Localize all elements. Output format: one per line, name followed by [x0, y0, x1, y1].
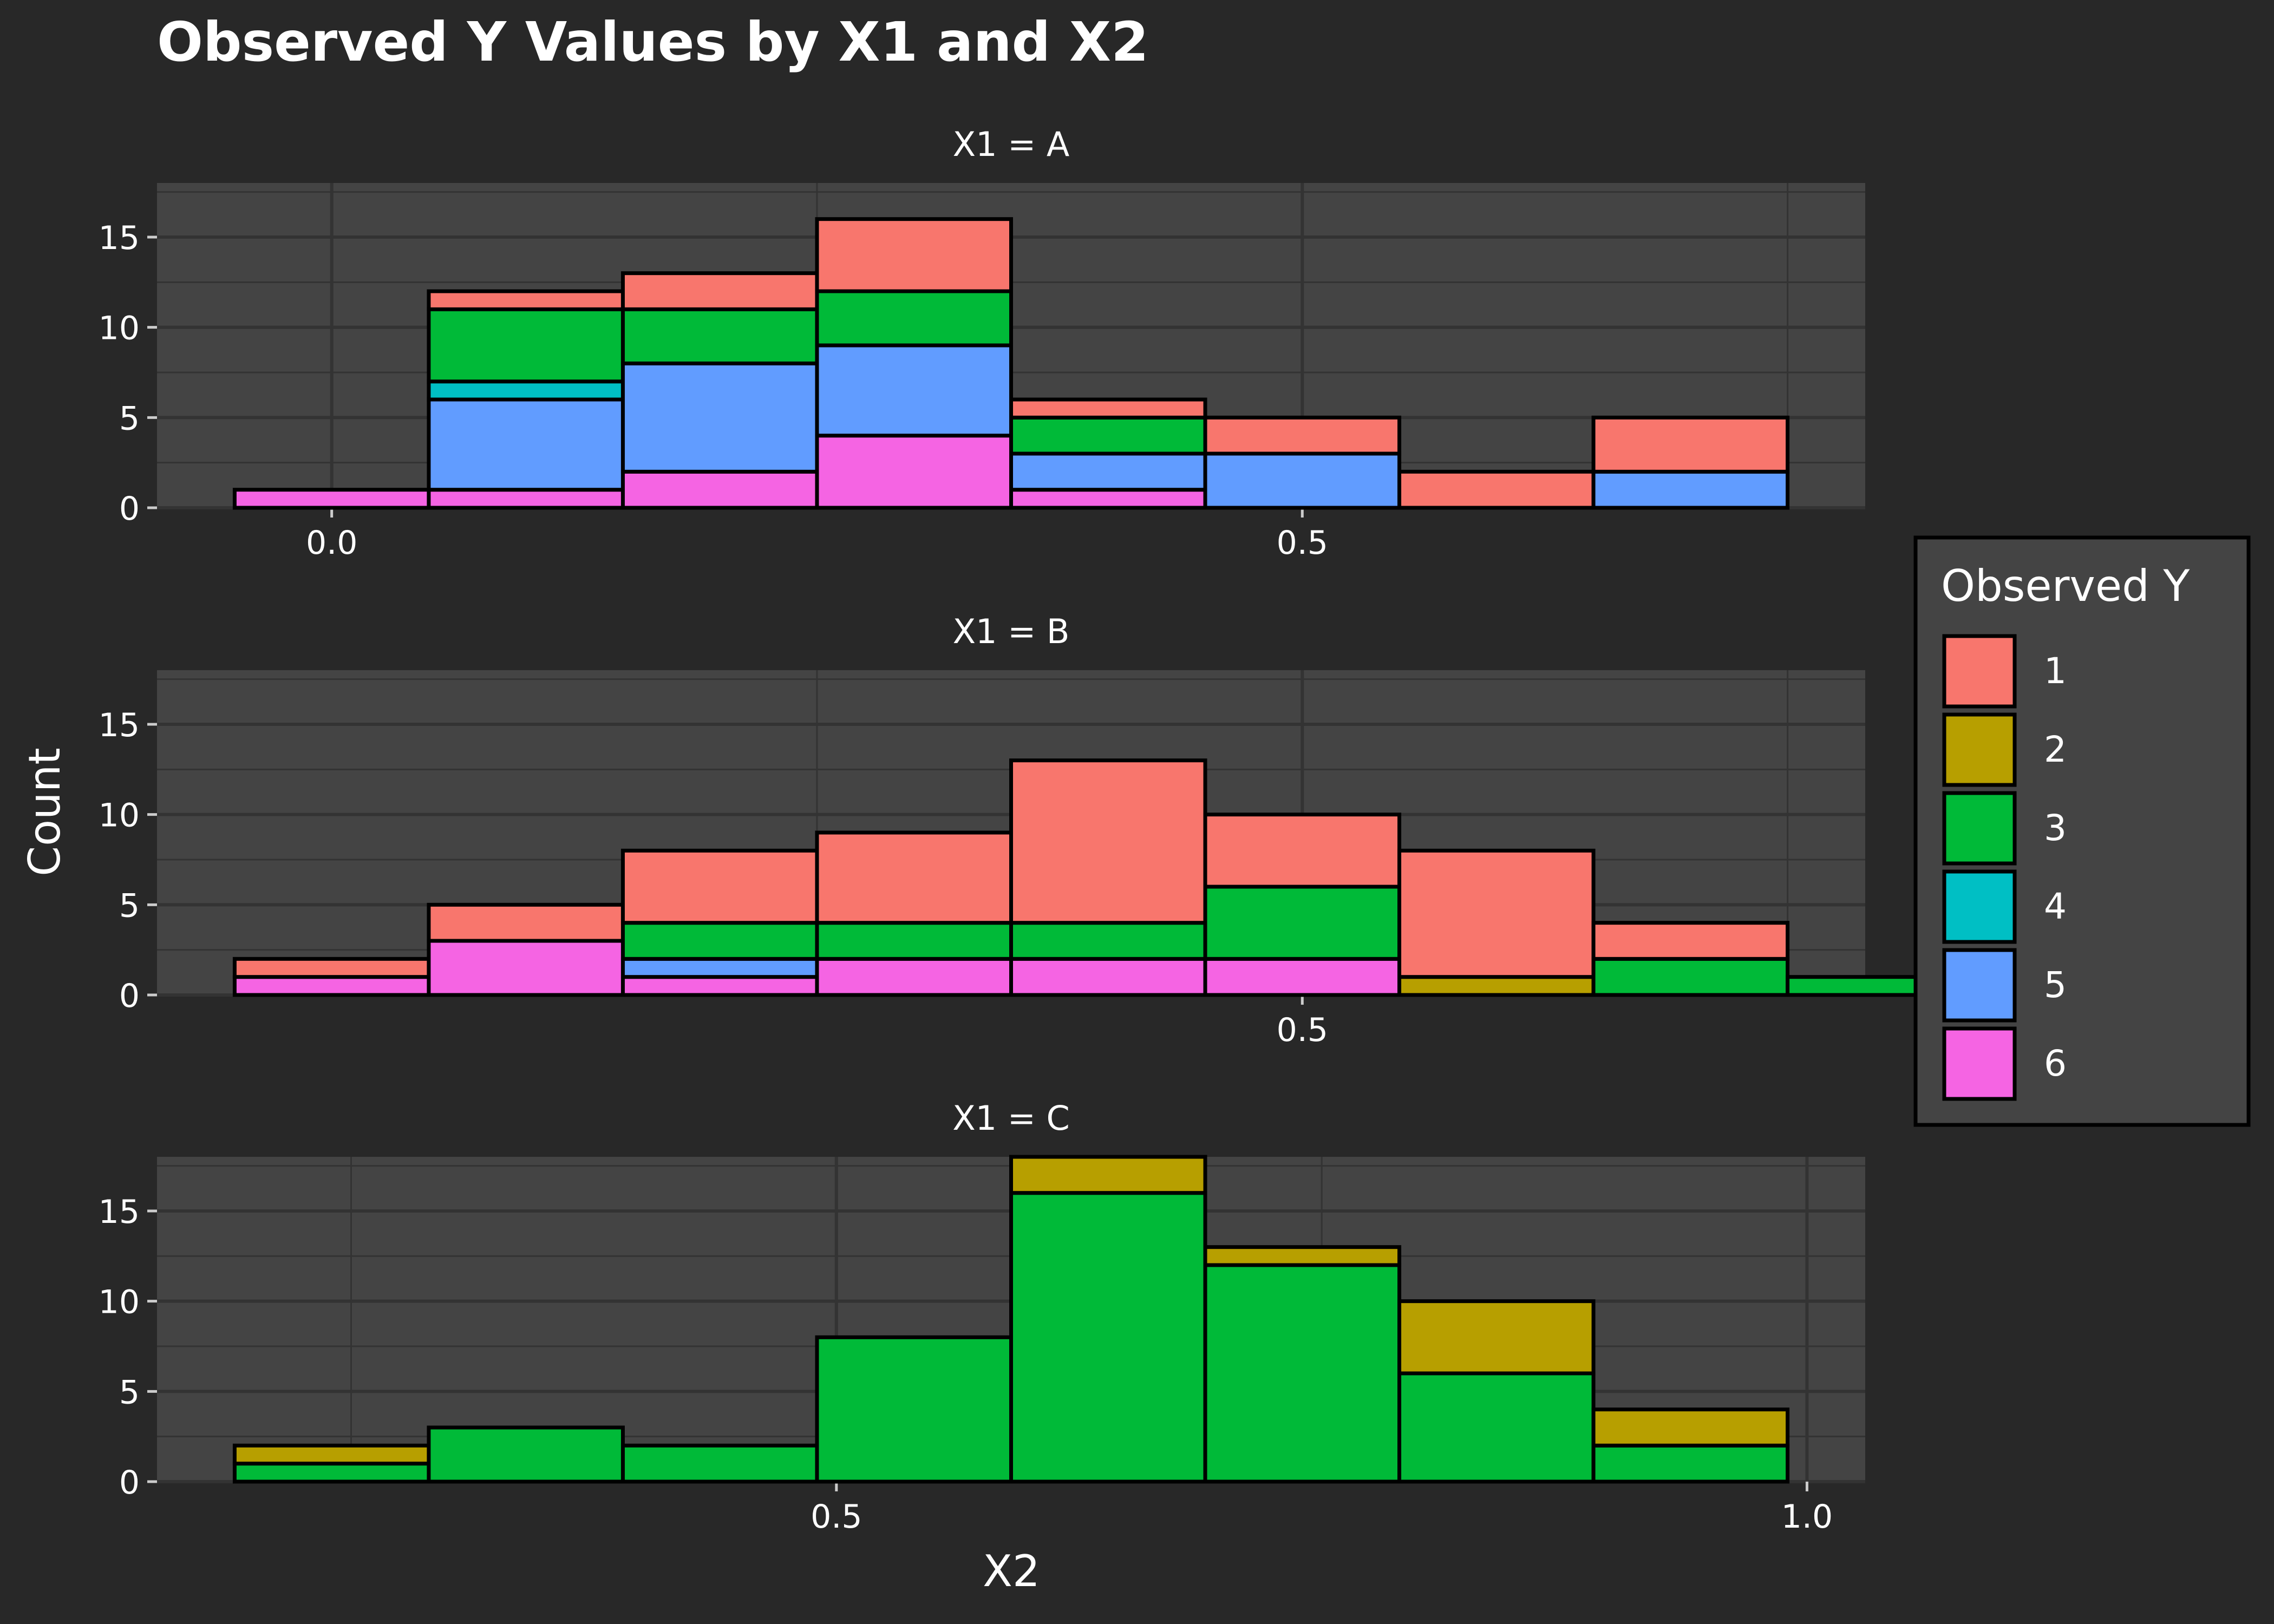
bar-segment-y1 — [620, 271, 819, 311]
legend-swatch — [1942, 791, 2017, 866]
bar-segment-y1 — [1009, 397, 1207, 420]
y-tick-label: 0 — [119, 490, 140, 528]
bar-segment-y6 — [1009, 957, 1207, 997]
facet-panel: X1 = A 0 5 10 15 0.0 0.5 — [99, 125, 1865, 562]
bar-segment-y5 — [620, 361, 819, 474]
y-tick-label: 10 — [99, 1284, 140, 1321]
legend-entry-label: 6 — [2044, 1043, 2067, 1084]
bar-segment-y3 — [427, 1425, 625, 1484]
y-tick-label: 0 — [119, 1464, 140, 1502]
bar-segment-y4 — [427, 379, 625, 402]
bar-segment-y3 — [1397, 1371, 1596, 1484]
bar-segment-y5 — [1009, 451, 1207, 492]
y-axis-label: Count — [19, 748, 70, 876]
y-tick-label: 15 — [99, 1193, 140, 1231]
legend-entry-label: 1 — [2044, 650, 2067, 692]
bar-segment-y6 — [427, 488, 625, 510]
bar-segment-y6 — [815, 434, 1014, 510]
x-tick-label: 0.0 — [306, 524, 357, 562]
y-tick-label: 0 — [119, 977, 140, 1015]
legend-entry-label: 3 — [2044, 807, 2067, 849]
bar-segment-y1 — [1591, 921, 1790, 961]
bar-segment-y3 — [1591, 957, 1790, 997]
bar-segment-y1 — [1009, 758, 1207, 925]
bar-segment-y6 — [1203, 957, 1402, 997]
bar-segment-y1 — [1397, 848, 1596, 979]
y-tick-label: 5 — [119, 1373, 140, 1411]
legend: Observed Y 1 2 3 4 5 6 — [1913, 535, 2251, 1127]
bar-segment-y3 — [815, 921, 1014, 961]
bar-segment-y2 — [1397, 1299, 1596, 1376]
bar-segment-y2 — [1397, 975, 1596, 997]
y-tick-label: 15 — [99, 219, 140, 257]
x-tick-label: 0.5 — [1277, 524, 1328, 562]
y-tick-label: 5 — [119, 400, 140, 437]
legend-entry-label: 2 — [2044, 729, 2067, 770]
bar-segment-y6 — [620, 975, 819, 997]
bar-segment-y1 — [232, 957, 431, 979]
legend-swatch — [1942, 869, 2017, 944]
bar-segment-y5 — [620, 957, 819, 979]
bar-segment-y5 — [815, 343, 1014, 438]
bar-segment-y6 — [427, 939, 625, 997]
bar-segment-y1 — [427, 289, 625, 311]
bar-segment-y5 — [1203, 451, 1402, 510]
facet-strip-label: X1 = B — [953, 612, 1070, 651]
bar-segment-y3 — [1591, 1443, 1790, 1484]
bar-segment-y6 — [1009, 488, 1207, 510]
bar-segment-y5 — [427, 397, 625, 492]
bar-segment-y6 — [232, 488, 431, 510]
bar-segment-y2 — [1203, 1245, 1402, 1267]
bar-segment-y3 — [1009, 921, 1207, 961]
bar-segment-y6 — [620, 469, 819, 510]
bar-segment-y3 — [620, 1443, 819, 1484]
bar-segment-y2 — [1009, 1155, 1207, 1195]
bar-segment-y3 — [1203, 1263, 1402, 1484]
bar-segment-y2 — [232, 1443, 431, 1466]
bar-segment-y1 — [1203, 813, 1402, 889]
x-tick-label: 1.0 — [1781, 1498, 1833, 1536]
bar-segment-y6 — [815, 957, 1014, 997]
x-tick-label: 0.5 — [811, 1498, 862, 1536]
y-tick-label: 10 — [99, 310, 140, 348]
bar-segment-y3 — [620, 307, 819, 365]
facet-panel: X1 = C 0 5 10 15 0.5 1.0 — [99, 1098, 1865, 1536]
bar-segment-y3 — [1009, 415, 1207, 456]
y-tick-label: 5 — [119, 887, 140, 925]
bar-segment-y3 — [815, 1335, 1014, 1484]
legend-swatch — [1942, 712, 2017, 787]
y-tick-label: 15 — [99, 706, 140, 744]
chart-title: Observed Y Values by X1 and X2 — [157, 10, 1149, 74]
bar-segment-y6 — [232, 975, 431, 997]
bar-segment-y3 — [815, 289, 1014, 348]
y-tick-label: 10 — [99, 797, 140, 835]
x-axis-label: X2 — [983, 1546, 1040, 1596]
x-tick-label: 0.5 — [1277, 1011, 1328, 1049]
legend-swatch — [1942, 1026, 2017, 1101]
bar-segment-y3 — [1203, 885, 1402, 961]
bar-segment-y3 — [427, 307, 625, 384]
facet-strip-label: X1 = C — [952, 1098, 1070, 1138]
bar-segment-y3 — [232, 1462, 431, 1484]
facet-panels: X1 = A 0 5 10 15 0.0 0.5 X1 = B 0 5 10 15 0.5 X1 = C 0… — [99, 125, 1984, 1536]
bar-segment-y2 — [1591, 1407, 1790, 1448]
legend-entry-label: 4 — [2044, 886, 2067, 927]
facet-panel: X1 = B 0 5 10 15 0.5 — [99, 612, 1984, 1049]
bar-segment-y1 — [1397, 469, 1596, 510]
legend-swatch — [1942, 948, 2017, 1023]
bar-segment-y1 — [427, 902, 625, 943]
facet-strip-label: X1 = A — [953, 125, 1070, 164]
bar-segment-y1 — [1203, 415, 1402, 456]
legend-title: Observed Y — [1941, 561, 2190, 611]
bar-segment-y1 — [1591, 415, 1790, 474]
bar-segment-y3 — [620, 921, 819, 961]
legend-entry-label: 5 — [2044, 964, 2067, 1006]
bar-segment-y5 — [1591, 469, 1790, 510]
legend-swatch — [1942, 634, 2017, 709]
bar-segment-y1 — [815, 830, 1014, 925]
bar-segment-y1 — [620, 848, 819, 925]
bar-segment-y1 — [815, 217, 1014, 293]
bar-segment-y3 — [1009, 1191, 1207, 1484]
